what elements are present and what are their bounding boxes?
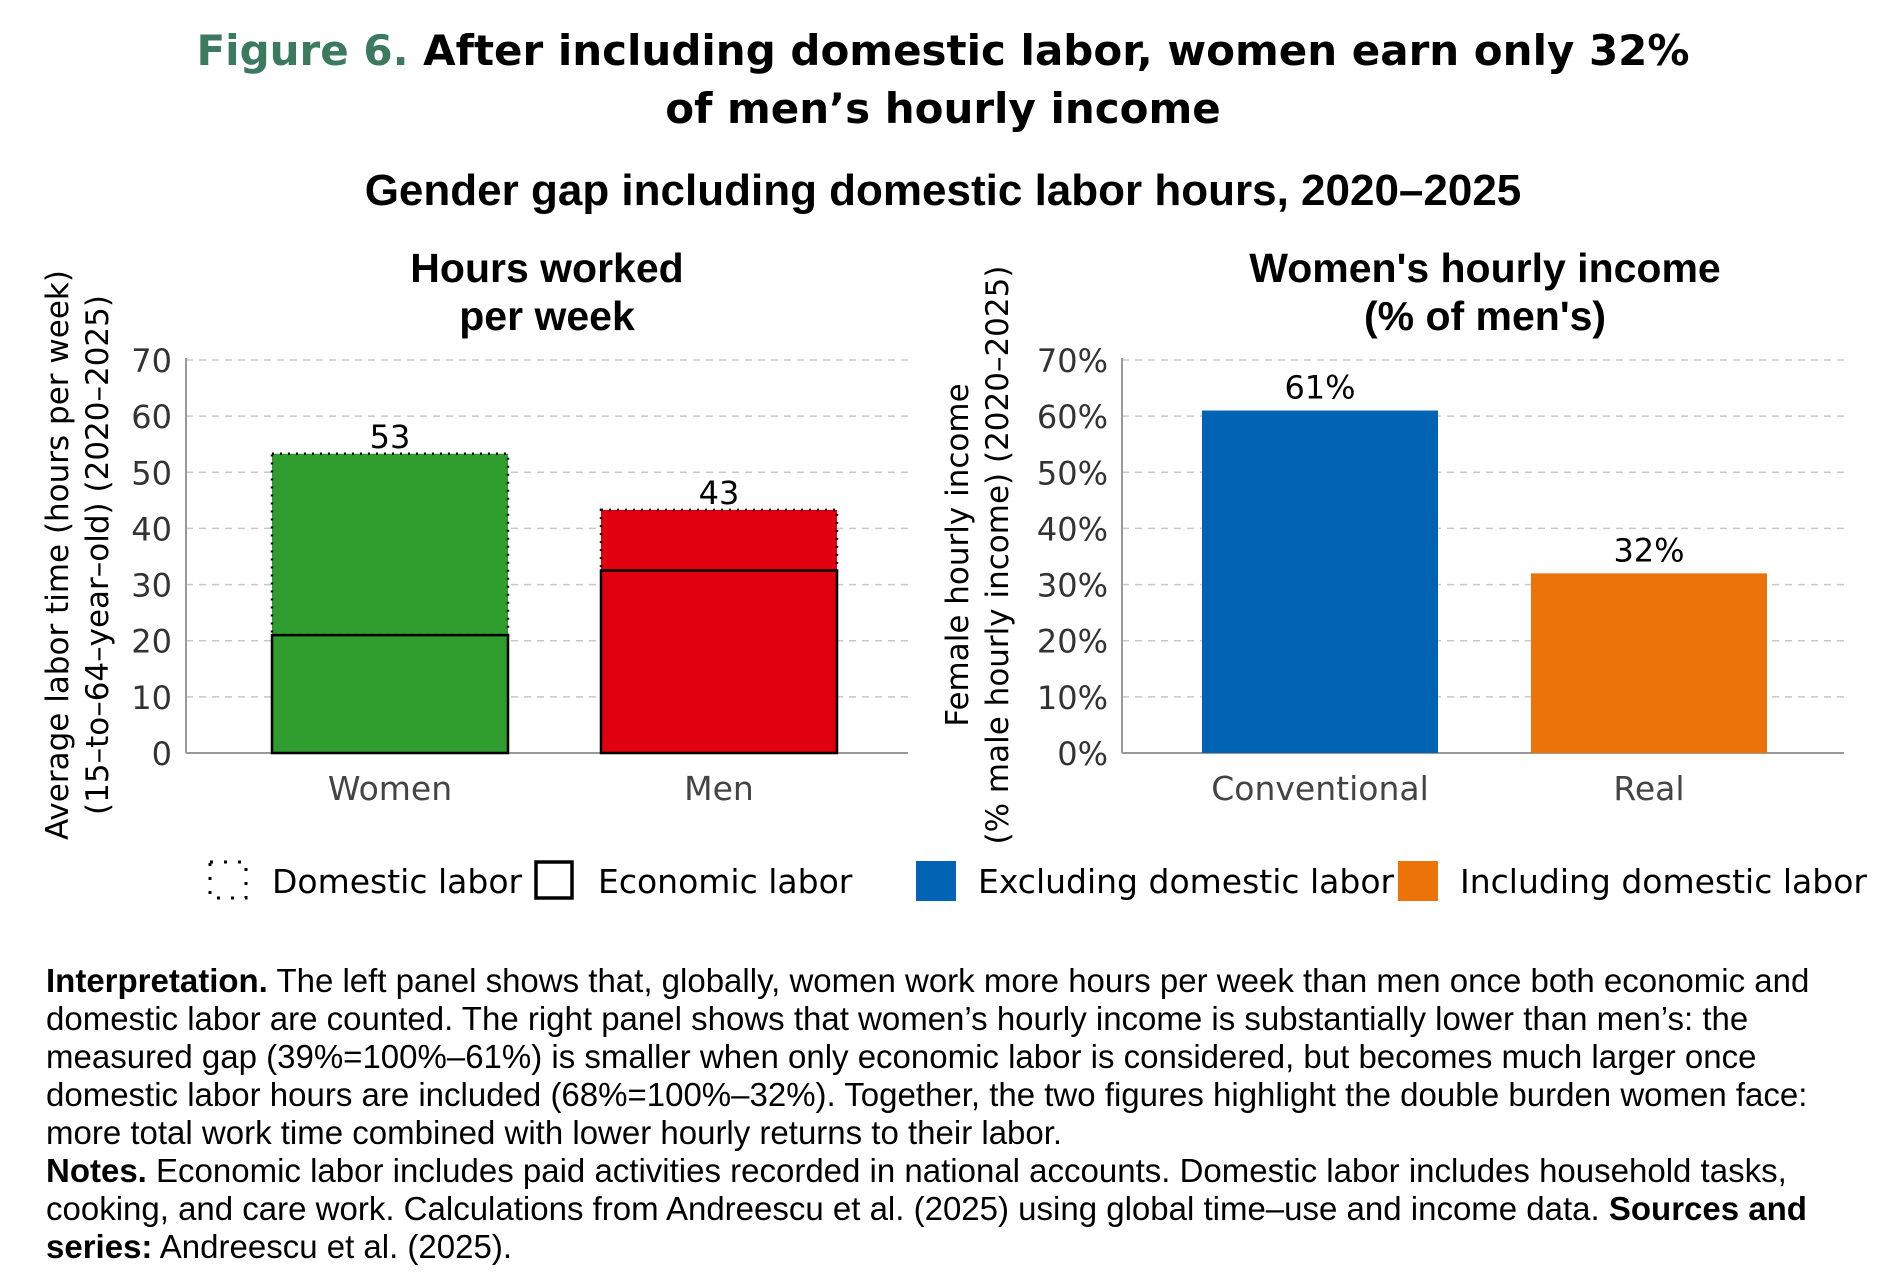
right-chart-title: Women's hourly income — [1249, 245, 1720, 291]
legend-swatch-economic — [534, 860, 574, 900]
notes-block: Interpretation. The left panel shows tha… — [46, 962, 1856, 1266]
bar-domestic-outline-women — [270, 452, 510, 637]
legend-swatch-including — [1398, 861, 1438, 901]
right-chart-ytick-label: 0% — [1057, 735, 1108, 773]
bar-domestic-women — [272, 453, 508, 636]
left-chart-ylabel: (15–to–64–year–old) (2020–2025) — [80, 295, 116, 815]
bar-economic-men — [599, 569, 839, 755]
legend-swatch-excluding — [916, 861, 956, 901]
notes-text: Economic labor includes paid activities … — [46, 1152, 1787, 1227]
sources-label: Sources and series: — [46, 1190, 1807, 1265]
left-chart-title: per week — [459, 293, 635, 339]
left-chart-xtick-label: Men — [684, 769, 754, 808]
left-chart-ytick-label: 60 — [131, 398, 172, 436]
left-chart-ytick-label: 50 — [131, 454, 172, 492]
right-chart-title: (% of men's) — [1364, 293, 1606, 339]
right-chart-ytick-label: 40% — [1037, 510, 1108, 548]
right-chart-ytick-label: 20% — [1037, 623, 1108, 661]
main-title: Gender gap including domestic labor hour… — [364, 166, 1522, 215]
right-chart-ytick-label: 50% — [1037, 454, 1108, 492]
legend-swatch-domestic — [208, 860, 248, 900]
interpretation-label: Interpretation. — [46, 962, 268, 999]
left-chart-ytick-label: 20 — [131, 623, 172, 661]
bar-domestic-men — [601, 509, 837, 571]
figure-title-line1: Figure 6. After including domestic labor… — [0, 22, 1886, 80]
legend-label-domestic: Domestic labor — [272, 862, 523, 901]
notes-label: Notes. — [46, 1152, 147, 1189]
left-chart-xtick-label: Women — [328, 769, 452, 808]
bar-total-label: 43 — [699, 474, 740, 512]
interpretation-text: The left panel shows that, globally, wom… — [46, 962, 1810, 1151]
left-chart-title: Hours worked — [410, 245, 683, 291]
right-chart-ytick-label: 10% — [1037, 679, 1108, 717]
figure-title: Figure 6. After including domestic labor… — [0, 22, 1886, 138]
bar-total-label: 53 — [370, 418, 411, 456]
legend-label-including: Including domestic labor — [1460, 862, 1867, 901]
bar-conventional — [1202, 410, 1438, 753]
right-chart-xtick-label: Real — [1613, 769, 1684, 808]
right-chart-ylabel: Female hourly income — [940, 383, 976, 726]
right-chart-ytick-label: 60% — [1037, 398, 1108, 436]
right-chart-ytick-label: 30% — [1037, 567, 1108, 605]
left-chart-ytick-label: 0 — [152, 735, 172, 773]
left-chart-ytick-label: 30 — [131, 567, 172, 605]
figure-label: Figure 6. — [196, 26, 409, 75]
right-chart-ylabel: (% male hourly income) (2020–2025) — [980, 266, 1016, 845]
left-chart-ytick-label: 40 — [131, 510, 172, 548]
bar-value-label: 61% — [1284, 369, 1355, 407]
left-chart-ytick-label: 70 — [131, 342, 172, 380]
bar-real — [1531, 573, 1767, 753]
legend-label-economic: Economic labor — [598, 862, 853, 901]
legend-label-excluding: Excluding domestic labor — [978, 862, 1395, 901]
bar-economic-women — [270, 633, 510, 755]
left-chart-ylabel: Average labor time (hours per week) — [40, 270, 76, 840]
bar-value-label: 32% — [1613, 531, 1684, 569]
figure-title-line2: of men’s hourly income — [665, 84, 1221, 133]
sources-text: Andreescu et al. (2025). — [159, 1228, 512, 1265]
right-chart-ytick-label: 70% — [1037, 342, 1108, 380]
right-chart-xtick-label: Conventional — [1211, 769, 1429, 808]
left-chart-ytick-label: 10 — [131, 679, 172, 717]
figure-title-text: After including domestic labor, women ea… — [423, 26, 1690, 75]
